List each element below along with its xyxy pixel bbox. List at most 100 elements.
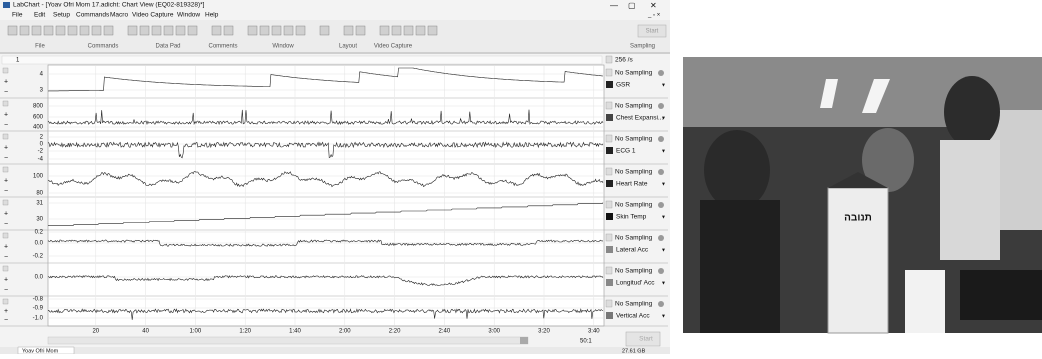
toolbar-button[interactable] bbox=[56, 26, 65, 35]
toolbar-button[interactable] bbox=[320, 26, 329, 35]
channel-dropdown[interactable]: ▼ bbox=[661, 181, 666, 187]
info-icon[interactable] bbox=[658, 136, 664, 142]
channel-dropdown[interactable]: ▼ bbox=[661, 82, 666, 88]
rate-dropdown[interactable] bbox=[606, 56, 612, 63]
toolbar-button[interactable] bbox=[272, 26, 281, 35]
sampling-dropdown[interactable] bbox=[606, 168, 612, 175]
menu-item[interactable]: Help bbox=[205, 12, 219, 19]
channel-button[interactable] bbox=[3, 101, 8, 106]
toolbar-button[interactable] bbox=[152, 26, 161, 35]
scroll-thumb[interactable] bbox=[520, 337, 528, 344]
sampling-dropdown[interactable] bbox=[606, 201, 612, 208]
zoom-plus[interactable]: + bbox=[4, 308, 8, 315]
toolbar-button[interactable] bbox=[296, 26, 305, 35]
channel-dropdown[interactable]: ▼ bbox=[661, 115, 666, 121]
zoom-plus[interactable]: + bbox=[4, 177, 8, 184]
channel-button[interactable] bbox=[3, 134, 8, 139]
zoom-plus[interactable]: + bbox=[4, 78, 8, 85]
toolbar-button[interactable] bbox=[260, 26, 269, 35]
info-icon[interactable] bbox=[658, 103, 664, 109]
toolbar-button[interactable] bbox=[380, 26, 389, 35]
toolbar-button[interactable] bbox=[224, 26, 233, 35]
window-control[interactable]: ▢ bbox=[628, 1, 636, 10]
toolbar-button[interactable] bbox=[140, 26, 149, 35]
menu-item[interactable]: Edit bbox=[34, 12, 45, 19]
channel-color[interactable] bbox=[606, 114, 613, 121]
zoom-minus[interactable]: − bbox=[4, 89, 8, 96]
menu-item[interactable]: Setup bbox=[53, 12, 70, 19]
zoom-minus[interactable]: − bbox=[4, 188, 8, 195]
toolbar-button[interactable] bbox=[8, 26, 17, 35]
sampling-dropdown[interactable] bbox=[606, 69, 612, 76]
toolbar-button[interactable] bbox=[80, 26, 89, 35]
toolbar-button[interactable] bbox=[356, 26, 365, 35]
channel-color[interactable] bbox=[606, 213, 613, 220]
sampling-dropdown[interactable] bbox=[606, 102, 612, 109]
window-control[interactable]: ✕ bbox=[650, 1, 657, 10]
info-icon[interactable] bbox=[658, 70, 664, 76]
channel-dropdown[interactable]: ▼ bbox=[661, 313, 666, 319]
toolbar-button[interactable] bbox=[176, 26, 185, 35]
zoom-minus[interactable]: − bbox=[4, 254, 8, 261]
toolbar-button[interactable] bbox=[164, 26, 173, 35]
channel-dropdown[interactable]: ▼ bbox=[661, 214, 666, 220]
scrollbar[interactable] bbox=[48, 337, 528, 344]
toolbar-button[interactable] bbox=[404, 26, 413, 35]
zoom-minus[interactable]: − bbox=[4, 221, 8, 228]
zoom-plus[interactable]: + bbox=[4, 111, 8, 118]
info-icon[interactable] bbox=[658, 235, 664, 241]
toolbar-button[interactable] bbox=[104, 26, 113, 35]
channel-button[interactable] bbox=[3, 200, 8, 205]
zoom-plus[interactable]: + bbox=[4, 276, 8, 283]
channel-button[interactable] bbox=[3, 266, 8, 271]
info-icon[interactable] bbox=[658, 301, 664, 307]
zoom-minus[interactable]: − bbox=[4, 287, 8, 294]
sampling-dropdown[interactable] bbox=[606, 267, 612, 274]
zoom-plus[interactable]: + bbox=[4, 243, 8, 250]
toolbar-button[interactable] bbox=[20, 26, 29, 35]
toolbar-button[interactable] bbox=[128, 26, 137, 35]
zoom-minus[interactable]: − bbox=[4, 122, 8, 129]
toolbar-button[interactable] bbox=[212, 26, 221, 35]
channel-color[interactable] bbox=[606, 147, 613, 154]
toolbar-button[interactable] bbox=[344, 26, 353, 35]
channel-color[interactable] bbox=[606, 279, 613, 286]
channel-button[interactable] bbox=[3, 167, 8, 172]
toolbar-button[interactable] bbox=[188, 26, 197, 35]
sampling-dropdown[interactable] bbox=[606, 234, 612, 241]
zoom-plus[interactable]: + bbox=[4, 210, 8, 217]
window-control[interactable]: — bbox=[610, 1, 618, 10]
channel-dropdown[interactable]: ▼ bbox=[661, 280, 666, 286]
menu-item[interactable]: File bbox=[12, 12, 23, 19]
toolbar-button[interactable] bbox=[44, 26, 53, 35]
channel-color[interactable] bbox=[606, 246, 613, 253]
toolbar-button[interactable] bbox=[68, 26, 77, 35]
zoom-minus[interactable]: − bbox=[4, 317, 8, 324]
zoom-minus[interactable]: − bbox=[4, 155, 8, 162]
channel-color[interactable] bbox=[606, 312, 613, 319]
info-icon[interactable] bbox=[658, 169, 664, 175]
channel-button[interactable] bbox=[3, 233, 8, 238]
menu-item[interactable]: Video Capture bbox=[132, 12, 174, 19]
channel-color[interactable] bbox=[606, 180, 613, 187]
info-icon[interactable] bbox=[658, 268, 664, 274]
channel-color[interactable] bbox=[606, 81, 613, 88]
toolbar-button[interactable] bbox=[416, 26, 425, 35]
toolbar-button[interactable] bbox=[248, 26, 257, 35]
sampling-dropdown[interactable] bbox=[606, 300, 612, 307]
toolbar-button[interactable] bbox=[284, 26, 293, 35]
channel-button[interactable] bbox=[3, 299, 8, 304]
menu-item[interactable]: Commands bbox=[76, 12, 110, 19]
channel-dropdown[interactable]: ▼ bbox=[661, 148, 666, 154]
zoom-plus[interactable]: + bbox=[4, 144, 8, 151]
toolbar-button[interactable] bbox=[428, 26, 437, 35]
info-icon[interactable] bbox=[658, 202, 664, 208]
menu-item[interactable]: Window bbox=[177, 12, 200, 19]
sampling-dropdown[interactable] bbox=[606, 135, 612, 142]
toolbar-button[interactable] bbox=[32, 26, 41, 35]
toolbar-button[interactable] bbox=[92, 26, 101, 35]
toolbar-button[interactable] bbox=[392, 26, 401, 35]
channel-dropdown[interactable]: ▼ bbox=[661, 247, 666, 253]
menu-item[interactable]: Macro bbox=[110, 12, 128, 19]
channel-button[interactable] bbox=[3, 68, 8, 73]
